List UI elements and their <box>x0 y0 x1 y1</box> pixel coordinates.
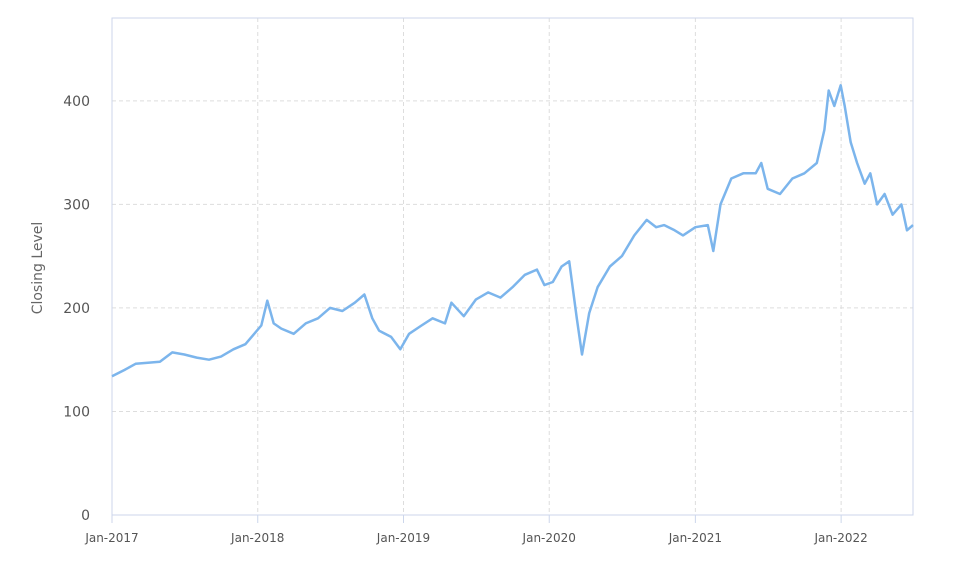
x-tick-label: Jan-2019 <box>376 531 430 545</box>
x-tick-label: Jan-2020 <box>522 531 576 545</box>
y-tick-label: 100 <box>63 404 90 420</box>
x-tick-label: Jan-2017 <box>84 531 138 545</box>
x-tick-label: Jan-2022 <box>813 531 867 545</box>
y-tick-label: 400 <box>63 94 90 110</box>
x-tick-label: Jan-2018 <box>230 531 284 545</box>
x-tick-label: Jan-2021 <box>668 531 722 545</box>
data-points <box>111 85 914 377</box>
plot-border <box>111 17 914 516</box>
y-axis-label: Closing Level <box>30 222 46 315</box>
series-line <box>111 84 914 378</box>
y-axis: 0 100 200 300 400 <box>63 94 90 524</box>
y-tick-label: 300 <box>63 197 90 213</box>
y-tick-label: 200 <box>63 301 90 317</box>
grid <box>112 18 913 515</box>
y-tick-label: 0 <box>81 508 90 524</box>
x-axis: Jan-2017 Jan-2018 Jan-2019 Jan-2020 Jan-2021… <box>84 515 868 545</box>
